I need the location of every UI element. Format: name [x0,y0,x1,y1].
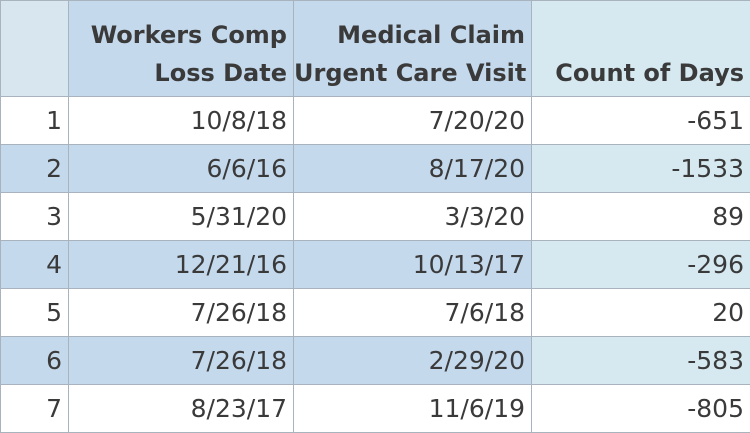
loss-date-cell: 7/26/18 [69,337,294,385]
loss-date-cell: 5/31/20 [69,193,294,241]
table-row: 2 6/6/16 8/17/20 -1533 [1,145,750,193]
header-row: Workers Comp Loss Date Medical Claim Urg… [1,1,750,97]
header-line: Workers Comp [69,16,287,54]
days-cell: -651 [532,97,750,145]
table-row: 1 10/8/18 7/20/20 -651 [1,97,750,145]
row-index: 1 [1,97,69,145]
visit-date-cell: 8/17/20 [294,145,532,193]
row-index: 3 [1,193,69,241]
header-line: Loss Date [69,54,287,92]
visit-date-cell: 3/3/20 [294,193,532,241]
table-row: 5 7/26/18 7/6/18 20 [1,289,750,337]
days-cell: -583 [532,337,750,385]
visit-date-cell: 11/6/19 [294,385,532,433]
loss-date-cell: 12/21/16 [69,241,294,289]
visit-date-cell: 10/13/17 [294,241,532,289]
row-index: 6 [1,337,69,385]
header-line: Medical Claim [294,16,525,54]
row-index: 7 [1,385,69,433]
table-row: 4 12/21/16 10/13/17 -296 [1,241,750,289]
visit-date-cell: 7/6/18 [294,289,532,337]
header-workers-comp-loss-date: Workers Comp Loss Date [69,1,294,97]
loss-date-cell: 8/23/17 [69,385,294,433]
header-count-of-days: Count of Days [532,1,750,97]
corner-cell [1,1,69,97]
days-cell: -296 [532,241,750,289]
row-index: 4 [1,241,69,289]
days-cell: -805 [532,385,750,433]
visit-date-cell: 7/20/20 [294,97,532,145]
days-cell: -1533 [532,145,750,193]
header-line: Count of Days [532,54,744,92]
days-cell: 20 [532,289,750,337]
loss-date-cell: 6/6/16 [69,145,294,193]
table-row: 7 8/23/17 11/6/19 -805 [1,385,750,433]
loss-date-cell: 7/26/18 [69,289,294,337]
row-index: 2 [1,145,69,193]
table-row: 6 7/26/18 2/29/20 -583 [1,337,750,385]
visit-date-cell: 2/29/20 [294,337,532,385]
table-row: 3 5/31/20 3/3/20 89 [1,193,750,241]
header-medical-claim-urgent-care-visit: Medical Claim Urgent Care Visit [294,1,532,97]
loss-date-cell: 10/8/18 [69,97,294,145]
days-cell: 89 [532,193,750,241]
row-index: 5 [1,289,69,337]
header-line: Urgent Care Visit [294,54,525,92]
